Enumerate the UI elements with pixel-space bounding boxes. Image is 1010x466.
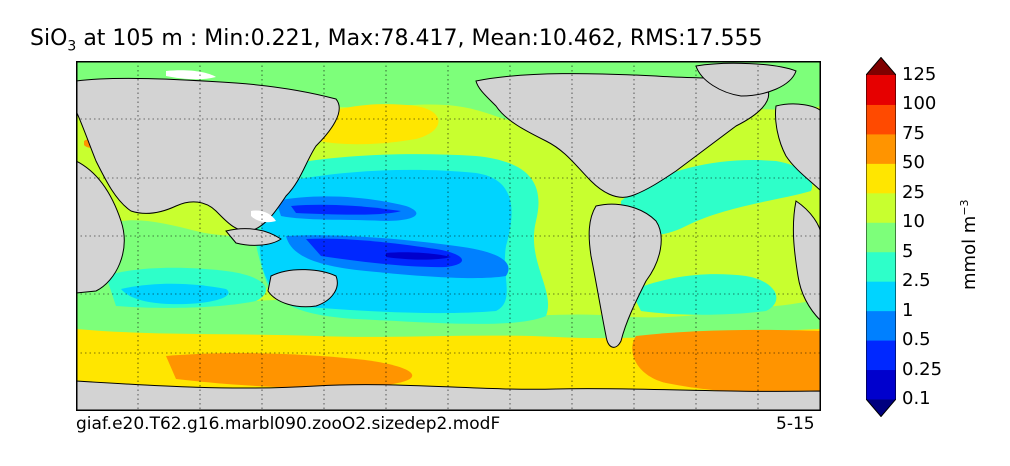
contour-npac-yellow <box>306 104 439 145</box>
colorbar-unit-label: mmol m−3 <box>958 199 980 290</box>
plot-title: SiO3 at 105 m : Min:0.221, Max:78.417, M… <box>30 26 763 55</box>
land-indonesia <box>225 228 282 246</box>
colorbar-bin <box>866 281 896 312</box>
colorbar-tick-label: 50 <box>902 152 925 174</box>
colorbar-bin <box>866 340 896 371</box>
colorbar-tick-label: 75 <box>902 122 925 144</box>
contour-southern-orange <box>166 353 413 389</box>
colorbar-extend-min <box>866 399 896 417</box>
colorbar-tick-label: 0.1 <box>902 388 931 409</box>
colorbar-bin <box>866 192 896 223</box>
colorbar-tick-label: 0.25 <box>902 358 943 380</box>
colorbar-bin <box>866 310 896 341</box>
colorbar-bin <box>866 163 896 194</box>
colorbar-extend-max <box>866 57 896 75</box>
colorbar-bin <box>866 104 896 135</box>
contour-pacific-deepblue2 <box>291 204 401 215</box>
colorbar-tick-label: 2.5 <box>902 270 931 292</box>
contour-southern-orange2 <box>632 329 821 394</box>
land-greenland <box>695 62 797 97</box>
colorbar-bin <box>866 133 896 164</box>
case-name-label: giaf.e20.T62.g16.marbl090.zooO2.sizedep2… <box>76 414 501 434</box>
colorbar-bin <box>866 369 896 400</box>
land-north-america <box>475 73 770 198</box>
contour-indian-cyan <box>121 283 229 305</box>
year-range-label: 5-15 <box>776 414 815 434</box>
colorbar-tick-label: 100 <box>902 93 937 115</box>
map-frame <box>76 61 821 411</box>
land-south-america <box>588 203 662 348</box>
colorbar-tick-label: 1 <box>902 299 914 321</box>
land-africa-east <box>792 200 821 322</box>
land-eurasia <box>76 77 340 232</box>
contour-pacific-min <box>386 252 451 260</box>
colorbar-bin <box>866 75 896 105</box>
land-africa <box>76 160 125 294</box>
missing-data-indo <box>251 210 276 223</box>
land-europe <box>775 103 821 192</box>
colorbar-tick-label: 0.5 <box>902 329 931 351</box>
colorbar <box>866 57 896 417</box>
colorbar-tick-label: 125 <box>902 64 937 85</box>
contour-southatl-teal <box>631 274 777 315</box>
ocean-map <box>76 61 821 411</box>
colorbar-tick-label: 25 <box>902 181 925 203</box>
contour-pacific-deepblue <box>306 238 463 268</box>
colorbar-bin <box>866 222 896 253</box>
colorbar-bin <box>866 251 896 282</box>
missing-data-arctic <box>166 70 216 80</box>
contour-atlantic-teal <box>621 160 813 236</box>
colorbar-tick-label: 10 <box>902 211 925 233</box>
colorbar-outline <box>866 57 896 417</box>
colorbar-tick-label: 5 <box>902 240 914 262</box>
